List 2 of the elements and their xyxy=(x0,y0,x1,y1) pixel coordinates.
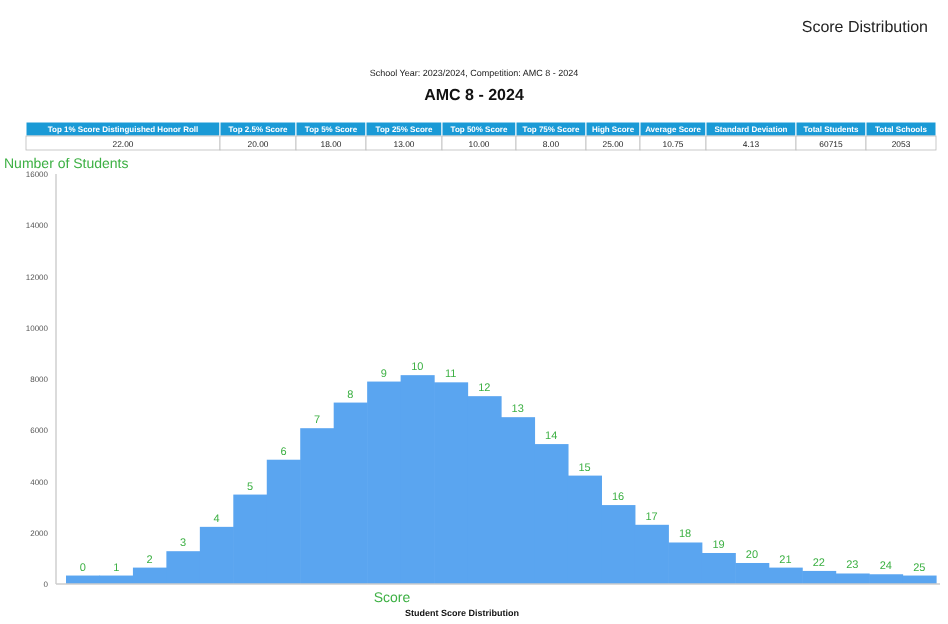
chart-title: AMC 8 - 2024 xyxy=(424,86,525,104)
text: Score Distribution xyxy=(801,18,928,36)
